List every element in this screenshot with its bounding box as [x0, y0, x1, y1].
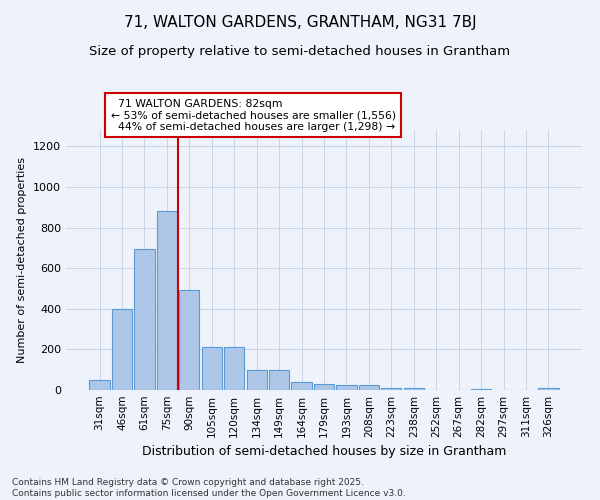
Bar [314, 384, 334, 390]
Bar [292, 382, 311, 390]
Bar [381, 388, 401, 390]
Bar [89, 380, 110, 390]
Bar [359, 385, 379, 390]
Bar [112, 308, 132, 390]
Bar [179, 290, 199, 390]
Bar [538, 388, 559, 390]
Bar [404, 388, 424, 390]
Text: 71, WALTON GARDENS, GRANTHAM, NG31 7BJ: 71, WALTON GARDENS, GRANTHAM, NG31 7BJ [124, 15, 476, 30]
Bar [247, 370, 267, 390]
Bar [337, 385, 356, 390]
Bar [471, 389, 491, 390]
Bar [157, 211, 177, 390]
Text: Contains HM Land Registry data © Crown copyright and database right 2025.
Contai: Contains HM Land Registry data © Crown c… [12, 478, 406, 498]
Bar [202, 348, 222, 390]
Text: Size of property relative to semi-detached houses in Grantham: Size of property relative to semi-detach… [89, 45, 511, 58]
Y-axis label: Number of semi-detached properties: Number of semi-detached properties [17, 157, 28, 363]
Bar [224, 348, 244, 390]
X-axis label: Distribution of semi-detached houses by size in Grantham: Distribution of semi-detached houses by … [142, 446, 506, 458]
Bar [269, 370, 289, 390]
Bar [134, 249, 155, 390]
Text: 71 WALTON GARDENS: 82sqm
← 53% of semi-detached houses are smaller (1,556)
  44%: 71 WALTON GARDENS: 82sqm ← 53% of semi-d… [111, 99, 396, 132]
